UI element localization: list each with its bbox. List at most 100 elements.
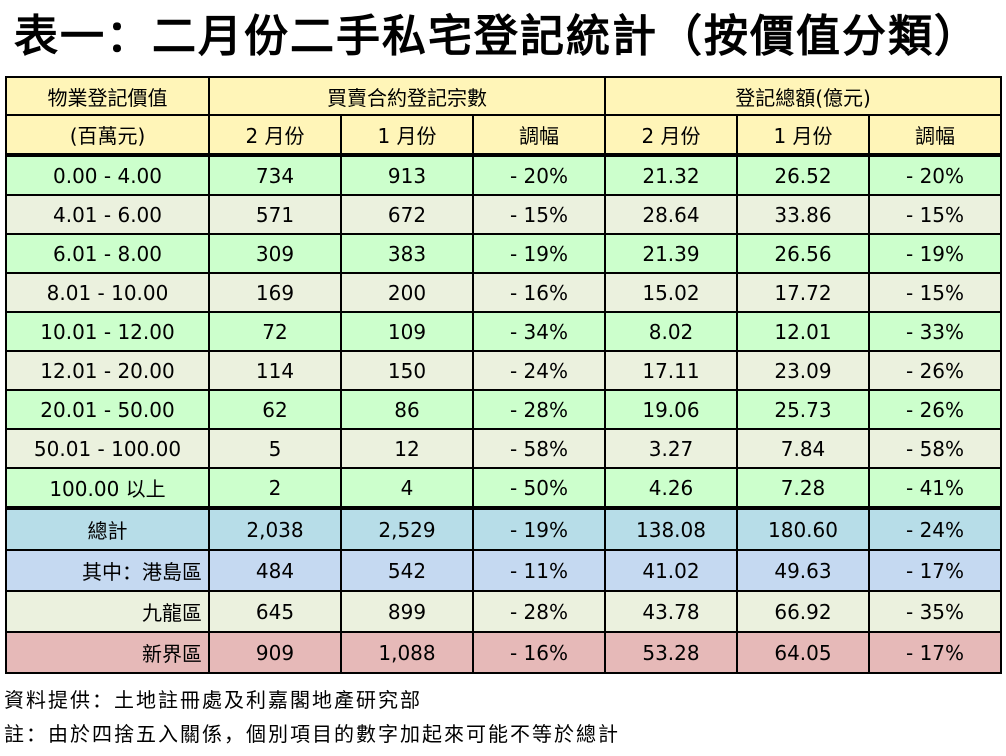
- cell-c-feb: 309: [208, 233, 342, 274]
- cell-a-chg: - 58%: [867, 428, 1003, 469]
- cell-a-chg: - 15%: [867, 272, 1003, 313]
- cell-a-jan: 26.56: [736, 233, 870, 274]
- region-row: 新界區 909 1,088- 16% 53.28 64.05- 17%: [5, 631, 1003, 674]
- cell-a-feb: 17.11: [604, 350, 738, 391]
- cell-a-jan: 64.05: [736, 631, 870, 674]
- table-row: 8.01 - 10.00 169 200- 16% 15.02 17.72- 15%: [5, 272, 1003, 313]
- cell-c-jan: 2,529: [340, 507, 474, 551]
- table-row: 20.01 - 50.00 62 86- 28% 19.06 25.73- 26%: [5, 389, 1003, 430]
- header-row-2: (百萬元) 2 月份 1 月份 調幅 2 月份 1 月份 調幅: [5, 114, 1003, 157]
- cell-a-feb: 53.28: [604, 631, 738, 674]
- cell-c-chg: - 34%: [472, 311, 606, 352]
- cell-a-feb: 43.78: [604, 590, 738, 633]
- header-amount-feb: 2 月份: [604, 114, 738, 157]
- cell-c-chg: - 50%: [472, 467, 606, 510]
- cell-a-feb: 28.64: [604, 194, 738, 235]
- cell-a-feb: 19.06: [604, 389, 738, 430]
- cell-c-feb: 909: [208, 631, 342, 674]
- cell-a-jan: 17.72: [736, 272, 870, 313]
- cell-c-jan: 913: [340, 154, 474, 196]
- cell-a-jan: 23.09: [736, 350, 870, 391]
- cell-a-chg: - 41%: [867, 467, 1003, 510]
- row-label: 總計: [5, 507, 210, 551]
- cell-c-feb: 62: [208, 389, 342, 430]
- table-row: 10.01 - 12.00 72 109- 34% 8.02 12.01- 33%: [5, 311, 1003, 352]
- header-count-jan: 1 月份: [340, 114, 474, 157]
- row-label: 其中：港島區: [5, 549, 210, 592]
- cell-a-feb: 41.02: [604, 549, 738, 592]
- region-row: 其中：港島區 484 542- 11% 41.02 49.63- 17%: [5, 549, 1003, 592]
- cell-a-jan: 7.28: [736, 467, 870, 510]
- header-count-change: 調幅: [472, 114, 606, 157]
- cell-a-feb: 15.02: [604, 272, 738, 313]
- cell-a-feb: 4.26: [604, 467, 738, 510]
- cell-a-feb: 3.27: [604, 428, 738, 469]
- region-row: 九龍區 645 899- 28% 43.78 66.92- 35%: [5, 590, 1003, 633]
- cell-c-chg: - 58%: [472, 428, 606, 469]
- cell-a-jan: 180.60: [736, 507, 870, 551]
- cell-a-chg: - 15%: [867, 194, 1003, 235]
- cell-c-jan: 1,088: [340, 631, 474, 674]
- cell-c-feb: 169: [208, 272, 342, 313]
- header-amount-change: 調幅: [867, 114, 1003, 157]
- cell-c-feb: 484: [208, 549, 342, 592]
- cell-c-feb: 571: [208, 194, 342, 235]
- cell-c-feb: 734: [208, 154, 342, 196]
- row-label: 8.01 - 10.00: [5, 272, 210, 313]
- row-label: 新界區: [5, 631, 210, 674]
- cell-c-chg: - 19%: [472, 233, 606, 274]
- table-row: 4.01 - 6.00 571 672- 15% 28.64 33.86- 15%: [5, 194, 1003, 235]
- row-label: 12.01 - 20.00: [5, 350, 210, 391]
- cell-c-chg: - 16%: [472, 272, 606, 313]
- cell-c-chg: - 19%: [472, 507, 606, 551]
- cell-a-chg: - 19%: [867, 233, 1003, 274]
- table-row: 12.01 - 20.00 114 150- 24% 17.11 23.09- 26%: [5, 350, 1003, 391]
- statistics-table: 物業登記價值 買賣合約登記宗數 登記總額(億元) (百萬元) 2 月份 1 月份…: [5, 76, 1003, 674]
- header-amount-jan: 1 月份: [736, 114, 870, 157]
- row-label: 10.01 - 12.00: [5, 311, 210, 352]
- cell-a-chg: - 17%: [867, 631, 1003, 674]
- total-row: 總計 2,038 2,529- 19% 138.08 180.60- 24%: [5, 507, 1003, 551]
- cell-a-chg: - 26%: [867, 389, 1003, 430]
- remark-note: 註：由於四捨五入關係，個別項目的數字加起來可能不等於總計: [4, 722, 620, 746]
- cell-a-jan: 12.01: [736, 311, 870, 352]
- cell-a-feb: 8.02: [604, 311, 738, 352]
- cell-c-chg: - 28%: [472, 590, 606, 633]
- row-label: 0.00 - 4.00: [5, 154, 210, 196]
- cell-c-chg: - 16%: [472, 631, 606, 674]
- cell-c-chg: - 20%: [472, 154, 606, 196]
- cell-a-jan: 26.52: [736, 154, 870, 196]
- cell-c-jan: 672: [340, 194, 474, 235]
- cell-c-jan: 4: [340, 467, 474, 510]
- cell-c-feb: 114: [208, 350, 342, 391]
- cell-c-feb: 645: [208, 590, 342, 633]
- table-row: 6.01 - 8.00 309 383- 19% 21.39 26.56- 19%: [5, 233, 1003, 274]
- row-label: 4.01 - 6.00: [5, 194, 210, 235]
- table-row: 50.01 - 100.00 5 12- 58% 3.27 7.84- 58%: [5, 428, 1003, 469]
- header-amount-group: 登記總額(億元): [603, 76, 1003, 116]
- page-title: 表一：二月份二手私宅登記統計（按價值分類）: [14, 11, 980, 62]
- cell-c-jan: 542: [340, 549, 474, 592]
- header-value-unit: (百萬元): [5, 114, 210, 157]
- row-label: 九龍區: [5, 590, 210, 633]
- cell-a-feb: 138.08: [604, 507, 738, 551]
- table-row: 100.00 以上 2 4- 50% 4.26 7.28- 41%: [5, 467, 1003, 510]
- cell-c-feb: 72: [208, 311, 342, 352]
- cell-a-jan: 33.86: [736, 194, 870, 235]
- table-row: 0.00 - 4.00 734 913- 20% 21.32 26.52- 20%: [5, 154, 1003, 196]
- cell-c-jan: 86: [340, 389, 474, 430]
- cell-a-chg: - 20%: [867, 154, 1003, 196]
- cell-a-chg: - 26%: [867, 350, 1003, 391]
- header-count-group: 買賣合約登記宗數: [208, 76, 606, 116]
- cell-c-feb: 2: [208, 467, 342, 510]
- cell-a-chg: - 33%: [867, 311, 1003, 352]
- cell-c-jan: 150: [340, 350, 474, 391]
- cell-c-jan: 899: [340, 590, 474, 633]
- row-label: 100.00 以上: [5, 467, 210, 510]
- cell-c-feb: 5: [208, 428, 342, 469]
- cell-a-chg: - 24%: [867, 507, 1003, 551]
- row-label: 20.01 - 50.00: [5, 389, 210, 430]
- cell-c-chg: - 24%: [472, 350, 606, 391]
- source-note: 資料提供：土地註冊處及利嘉閣地產研究部: [4, 688, 422, 712]
- cell-a-feb: 21.32: [604, 154, 738, 196]
